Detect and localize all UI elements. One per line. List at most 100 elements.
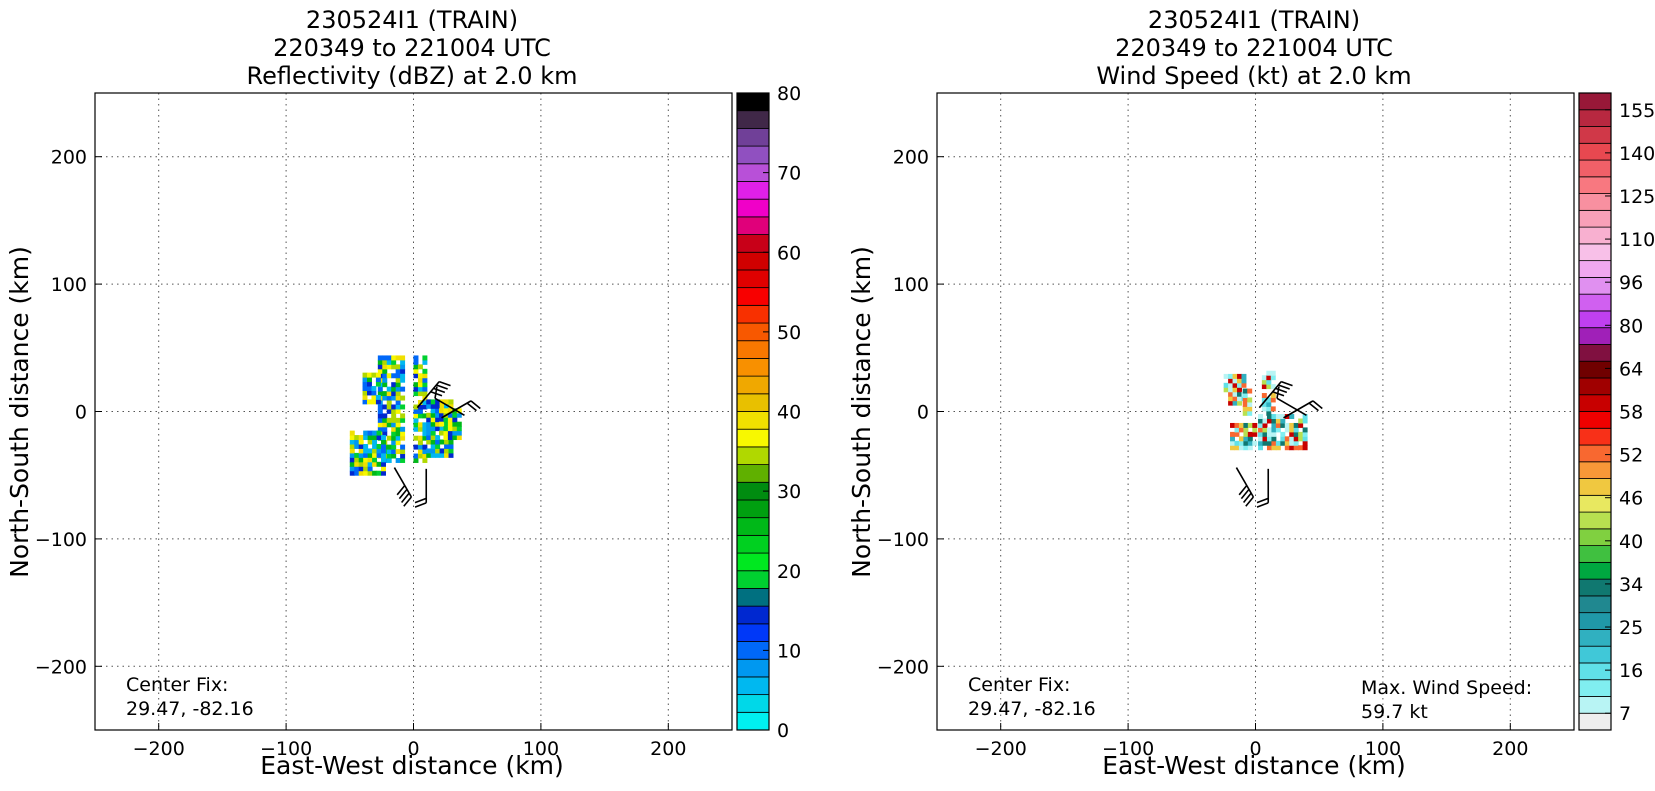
echo-cell (391, 413, 397, 419)
colorbar-tick-label: 0 (777, 720, 789, 742)
echo-cell (1284, 422, 1290, 428)
echo-cell (1289, 436, 1295, 442)
echo-cell (400, 373, 406, 379)
colorbar-bin (1578, 595, 1612, 614)
echo-cell (413, 364, 419, 370)
echo-cell (1266, 414, 1272, 420)
echo-cell (354, 452, 360, 458)
echo-cell (376, 443, 382, 449)
echo-cell (430, 452, 436, 458)
echo-cell (382, 368, 388, 374)
echo-cell (366, 390, 372, 396)
colorbar-bin (736, 110, 770, 129)
echo-cell (443, 408, 449, 414)
echo-cell (435, 443, 441, 449)
echo-cell (1234, 440, 1240, 446)
y-tick-label: 200 (893, 147, 929, 169)
panel-title-line-1: 230524I1 (TRAIN) (1148, 6, 1360, 34)
echo-cell (422, 458, 428, 463)
echo-cell (358, 452, 364, 458)
echo-cell (426, 426, 432, 432)
echo-cell (1247, 422, 1253, 428)
echo-cell (1228, 382, 1234, 388)
echo-cell (395, 408, 401, 414)
echo-cell (1284, 436, 1290, 442)
echo-cell (426, 448, 432, 454)
echo-cell (1247, 431, 1253, 437)
center-fix-label: Center Fix: (126, 674, 228, 696)
echo-cell (435, 399, 441, 405)
echo-cell (413, 359, 419, 365)
echo-cell (377, 364, 383, 370)
y-tick-label: 100 (51, 274, 87, 296)
colorbar-tick-label: 58 (1619, 402, 1643, 424)
colorbar-bin (1578, 159, 1612, 178)
echo-cell (443, 435, 449, 441)
echo-cell (363, 466, 369, 472)
echo-cell (391, 386, 397, 392)
echo-cell (413, 417, 419, 423)
wind-barb-staff (393, 467, 413, 498)
echo-cell (1275, 427, 1281, 433)
echo-cell (417, 382, 423, 388)
echo-cell (1293, 440, 1299, 446)
echo-cell (456, 421, 462, 427)
echo-cell (452, 426, 458, 432)
echo-cell (422, 359, 428, 365)
echo-cell (422, 422, 428, 428)
colorbar-bin (736, 711, 770, 731)
echo-cell (366, 386, 372, 391)
echo-cell (386, 417, 392, 423)
echo-cell (1293, 422, 1299, 428)
echo-cell (1280, 431, 1286, 437)
echo-cell (422, 453, 428, 459)
echo-cell (367, 466, 373, 472)
echo-cell (382, 426, 388, 432)
echo-cell (1262, 418, 1268, 424)
colorbar-tick-label: 60 (777, 242, 801, 264)
echo-cell (426, 399, 432, 405)
echo-cell (395, 440, 401, 446)
echo-cell (354, 470, 360, 476)
colorbar-tick-label: 70 (777, 163, 801, 185)
echo-cell (400, 368, 406, 374)
wind-barb-flag (1280, 380, 1293, 387)
echo-cell (400, 355, 406, 361)
wind-barb-flag (414, 497, 427, 504)
echo-cell (367, 452, 373, 458)
echo-cell (1262, 431, 1268, 437)
echo-cell (1232, 391, 1238, 397)
echo-cell (363, 457, 369, 463)
max-wind-label: Max. Wind Speed: (1361, 677, 1532, 699)
echo-cell (435, 403, 441, 409)
echo-cell (413, 382, 419, 388)
colorbar-bin (1578, 411, 1612, 429)
echo-cell (371, 399, 377, 405)
colorbar-bin (1578, 578, 1612, 597)
wind-barb-flag (1242, 492, 1252, 503)
echo-cell (1258, 445, 1264, 451)
echo-cell (422, 355, 428, 361)
colorbar-bin (736, 358, 770, 377)
echo-cell (1280, 414, 1286, 420)
echo-cell (349, 443, 355, 449)
wind-barb-flag (470, 400, 481, 410)
echo-cell (382, 355, 388, 361)
echo-cell (1234, 431, 1240, 437)
echo-cell (400, 359, 406, 365)
wind-barb-flag (1278, 384, 1290, 390)
colorbar-tick-label: 110 (1619, 229, 1655, 251)
echo-cell (1262, 422, 1268, 428)
plot-frame (94, 92, 733, 731)
echo-cell (391, 422, 397, 428)
echo-cell (1280, 422, 1286, 428)
echo-cell (1230, 422, 1235, 428)
echo-cell (1293, 431, 1299, 437)
colorbar-tick-label: 50 (777, 322, 801, 344)
echo-cell (430, 412, 436, 418)
echo-cell (430, 443, 436, 449)
reflectivity-colorbar: 0 10 20 30 40 50 60 70 80 (736, 83, 801, 742)
wind-barb-flag (1238, 485, 1248, 496)
echo-cell (386, 400, 392, 405)
echo-cell (358, 443, 364, 449)
